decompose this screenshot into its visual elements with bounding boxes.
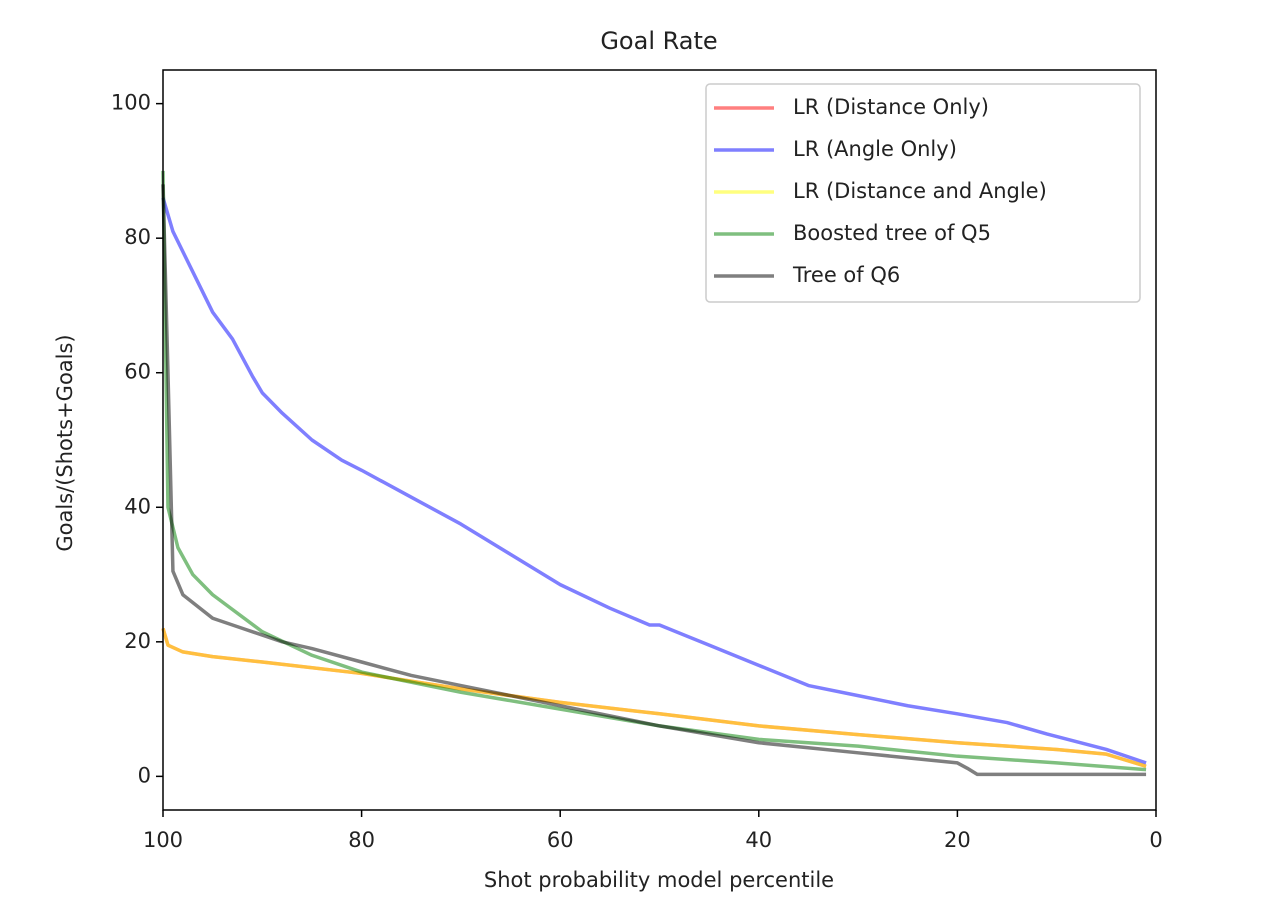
x-tick-label: 20 xyxy=(944,828,971,852)
y-tick-label: 60 xyxy=(124,360,151,384)
y-tick-label: 40 xyxy=(124,494,151,518)
x-tick-label: 80 xyxy=(348,828,375,852)
series-line xyxy=(161,197,1147,765)
legend-box xyxy=(705,83,1141,303)
series-line xyxy=(161,184,1147,777)
y-axis-label: Goals/(Shots+Goals) xyxy=(53,334,77,551)
legend-label: LR (Distance and Angle) xyxy=(793,179,1047,203)
series-line xyxy=(161,627,1147,768)
x-tick-label: 100 xyxy=(143,828,183,852)
legend-label: Tree of Q6 xyxy=(792,263,900,287)
x-tick-label: 0 xyxy=(1149,828,1162,852)
legend-label: LR (Angle Only) xyxy=(793,137,957,161)
y-tick-label: 20 xyxy=(124,629,151,653)
legend-label: LR (Distance Only) xyxy=(793,95,989,119)
x-tick-label: 60 xyxy=(547,828,574,852)
x-axis-label: Shot probability model percentile xyxy=(484,868,834,892)
y-tick-label: 80 xyxy=(124,225,151,249)
legend-label: Boosted tree of Q5 xyxy=(793,221,991,245)
y-tick-label: 0 xyxy=(138,763,151,787)
legend: LR (Distance Only) LR (Angle Only) LR (Dis… xyxy=(705,83,1141,303)
x-tick-label: 40 xyxy=(745,828,772,852)
y-tick-label: 100 xyxy=(111,91,151,115)
plot-frame xyxy=(162,69,1157,811)
series-line xyxy=(161,170,1147,772)
chart-title: Goal Rate xyxy=(600,27,717,55)
